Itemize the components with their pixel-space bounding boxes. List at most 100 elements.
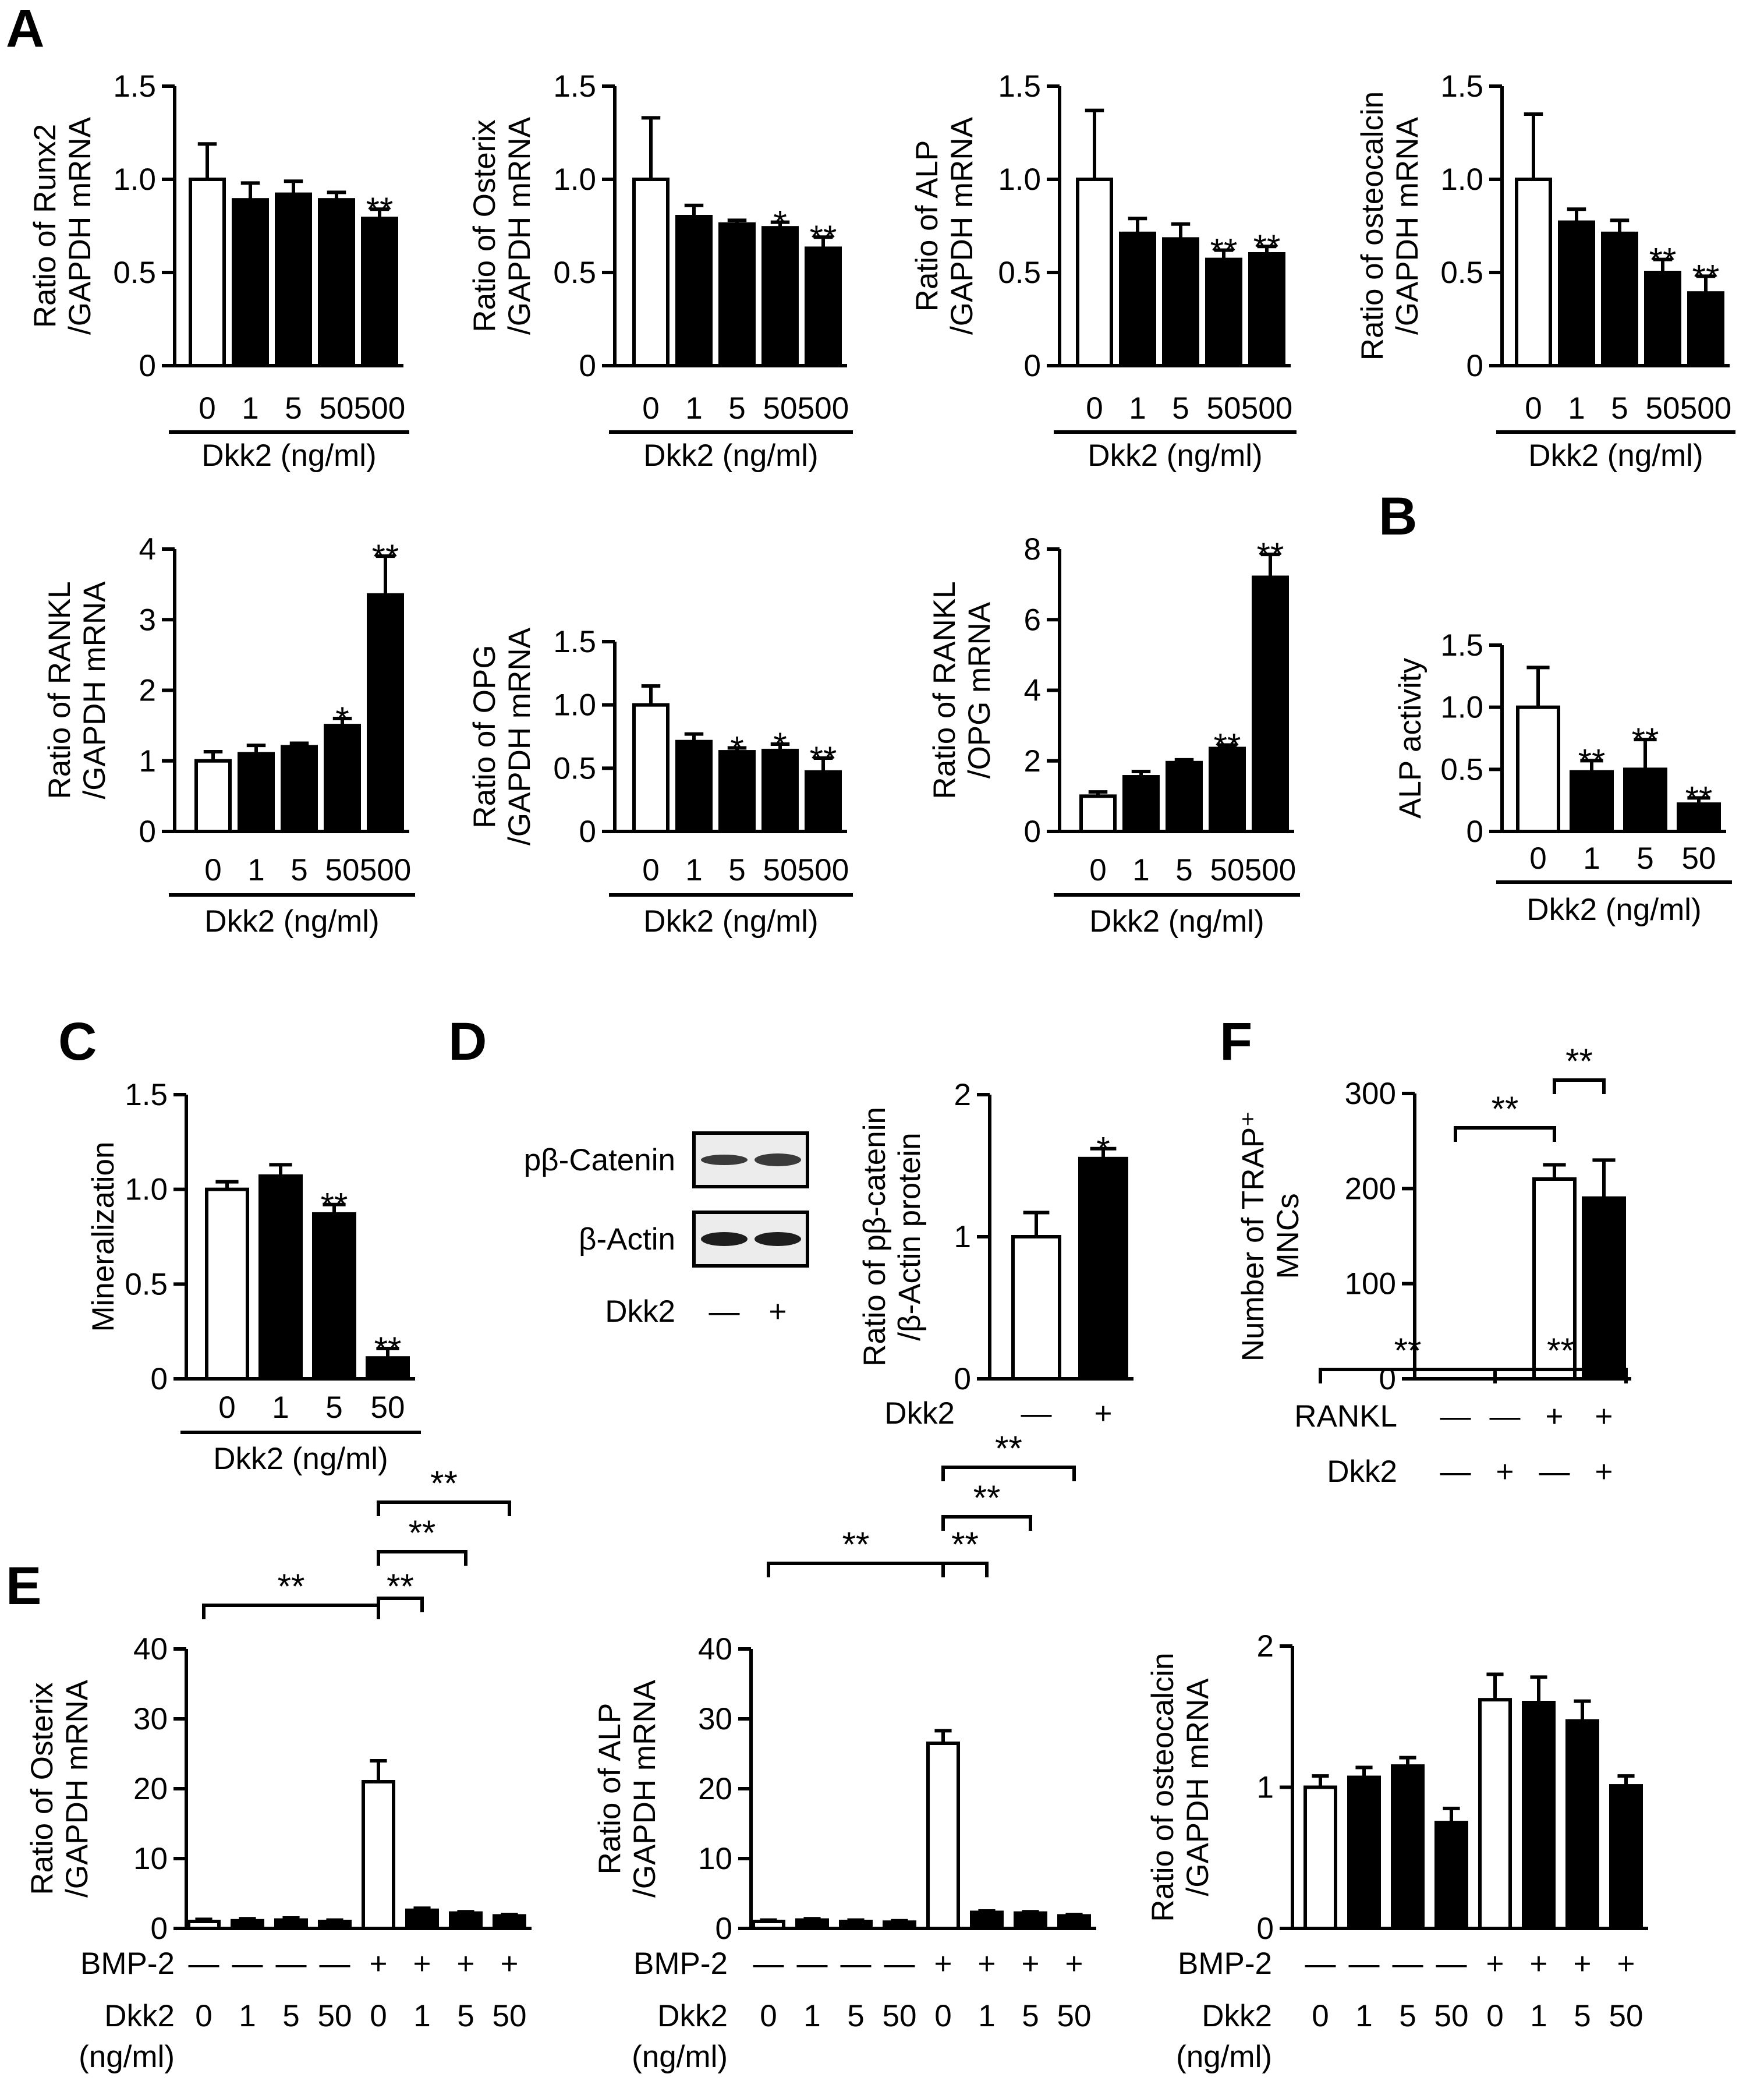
bar <box>405 1908 439 1931</box>
blot-band <box>755 1153 801 1166</box>
y-tick-label: 0.5 <box>113 256 156 290</box>
x-tick-label: 5 <box>728 391 745 426</box>
row-cell-label: 0 <box>195 1999 212 2033</box>
significance-bracket <box>377 1550 467 1566</box>
bar <box>318 1920 352 1930</box>
x-tick-label: 0 <box>642 853 659 887</box>
blot-band <box>701 1155 748 1165</box>
row-label: Dkk2 <box>884 1396 955 1431</box>
significance-label: ** <box>1632 721 1659 760</box>
x-tick-label: 1 <box>1583 841 1600 876</box>
y-tick-label: 10 <box>698 1842 732 1876</box>
x-tick-label: 0 <box>1089 853 1106 887</box>
row-cell-label: + <box>934 1946 952 1981</box>
bar <box>238 752 275 833</box>
bar <box>1391 1764 1425 1930</box>
significance-label: ** <box>366 190 394 229</box>
row-label: BMP-2 <box>633 1946 728 1981</box>
y-tick-label: 2 <box>954 1078 971 1112</box>
x-tick-label: 1 <box>685 853 702 887</box>
y-tick-label: 0.5 <box>553 751 596 785</box>
significance-label: ** <box>372 537 399 576</box>
x-tick-label: 0 <box>1086 391 1103 426</box>
row-cell-label: — <box>232 1946 263 1981</box>
x-tick-label: 500 <box>1680 391 1731 426</box>
bar <box>1609 1784 1643 1930</box>
row-cell-label: + <box>978 1946 996 1981</box>
chart-d: 0 1 2 Ratio of pβ-catenin/β-Actin protein * —… <box>858 1078 1134 1431</box>
significance-label: ** <box>387 1567 414 1606</box>
bar <box>366 1356 410 1381</box>
x-tick-label: 1 <box>685 391 702 426</box>
y-tick-label: 1 <box>1257 1771 1274 1805</box>
row-cell-label: 0 <box>934 1999 951 2033</box>
row-cell-label: 5 <box>1574 1999 1591 2033</box>
significance-label: ** <box>973 1478 1001 1517</box>
x-axis-title: Dkk2 (ng/ml) <box>643 438 818 473</box>
chart-f: 0 100 200 300 Number of TRAP⁺ MNCs — — + + — + — + RAN… <box>1236 1042 1631 1489</box>
x-tick-label: 50 <box>1210 853 1245 887</box>
x-tick-label: 0 <box>1525 391 1542 426</box>
row-cell-label: 50 <box>1609 1999 1643 2033</box>
bar <box>1079 794 1117 833</box>
row-cell-label: — <box>1436 1946 1467 1981</box>
bar <box>1014 1911 1047 1931</box>
y-tick-label: 0 <box>1467 815 1483 849</box>
x-tick-label: 0 <box>218 1390 235 1425</box>
row-cell-label: + <box>457 1946 475 1981</box>
y-axis-label: /GAPDH mRNA <box>502 627 537 845</box>
bar <box>1515 178 1552 367</box>
y-tick-label: 1 <box>954 1220 971 1254</box>
row-cell-label: — <box>1440 1454 1471 1489</box>
y-tick-label: 1.5 <box>553 69 596 104</box>
x-tick-label: 5 <box>1611 391 1628 426</box>
y-tick-label: 0 <box>1379 1362 1396 1396</box>
bar <box>367 593 404 833</box>
western-blot: pβ-Catenin β-Actin Dkk2 — + <box>524 1131 809 1329</box>
y-axis-label: Ratio of osteocalcin <box>1355 91 1390 361</box>
y-tick-label: 1.0 <box>1440 162 1483 197</box>
y-tick-label: 200 <box>1345 1172 1396 1206</box>
row-cell-label: — <box>1305 1946 1336 1981</box>
significance-label: ** <box>1394 1331 1422 1370</box>
row-cell-label: + <box>1530 1946 1548 1981</box>
row-cell-label: — <box>1393 1946 1423 1981</box>
x-tick-label: 0 <box>204 853 221 887</box>
y-tick-label: 1 <box>139 744 156 778</box>
y-tick-label: 0 <box>579 349 596 383</box>
row-label: (ng/ml) <box>1176 2040 1272 2074</box>
bar <box>752 1920 785 1930</box>
row-cell-label: + <box>1065 1946 1083 1981</box>
bar <box>231 1919 264 1931</box>
y-tick-label: 0.5 <box>553 256 596 290</box>
y-tick-label: 40 <box>698 1632 732 1666</box>
y-tick-label: 1.0 <box>1440 691 1483 725</box>
row-cell-label: 1 <box>239 1999 256 2033</box>
row-cell-label: + <box>1574 1946 1592 1981</box>
bar <box>187 1920 221 1930</box>
y-tick-label: 1.5 <box>553 625 596 659</box>
x-tick-label: 500 <box>798 391 849 426</box>
y-tick-label: 1.0 <box>113 162 156 197</box>
significance-label: ** <box>810 218 837 257</box>
bar <box>1522 1701 1556 1930</box>
bar <box>632 703 670 833</box>
x-axis-title: Dkk2 (ng/ml) <box>643 904 818 939</box>
row-cell-label: 0 <box>760 1999 777 2033</box>
blot-row-label: pβ-Catenin <box>524 1143 675 1177</box>
significance-label: ** <box>321 1186 348 1225</box>
bar <box>1078 1156 1128 1381</box>
bar <box>926 1742 960 1930</box>
significance-label: ** <box>1565 1042 1593 1081</box>
significance-label: * <box>1096 1130 1110 1169</box>
row-cell-label: 1 <box>1355 1999 1372 2033</box>
row-cell-label: 5 <box>457 1999 474 2033</box>
y-tick-label: 0.5 <box>1440 256 1483 290</box>
y-tick-label: 1.5 <box>113 69 156 104</box>
significance-label: ** <box>995 1429 1022 1468</box>
x-tick-label: 1 <box>247 853 264 887</box>
row-label: Dkk2 <box>657 1999 728 2033</box>
row-cell-label: + <box>413 1946 431 1981</box>
